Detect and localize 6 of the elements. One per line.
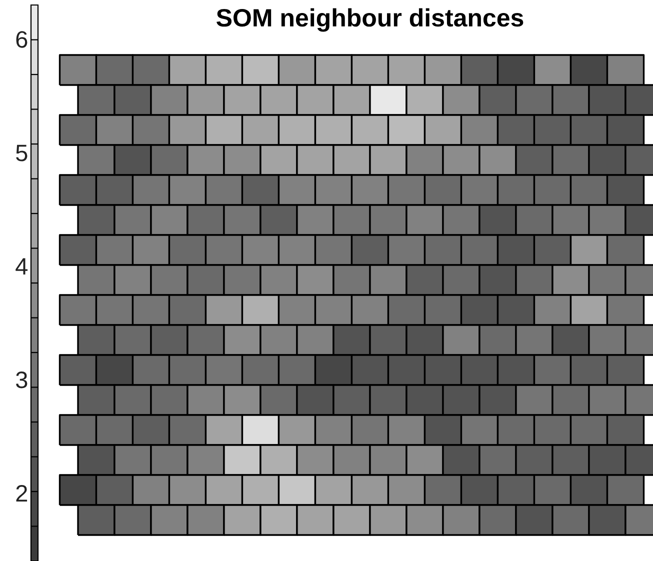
color-bar-label: 5 [16,144,28,162]
color-bar-label: 6 [16,31,28,48]
chart-title: SOM neighbour distances [216,8,524,32]
color-bar-label: 3 [16,372,28,388]
color-bar-label: 4 [16,258,28,275]
color-bar-label: 2 [16,484,28,502]
